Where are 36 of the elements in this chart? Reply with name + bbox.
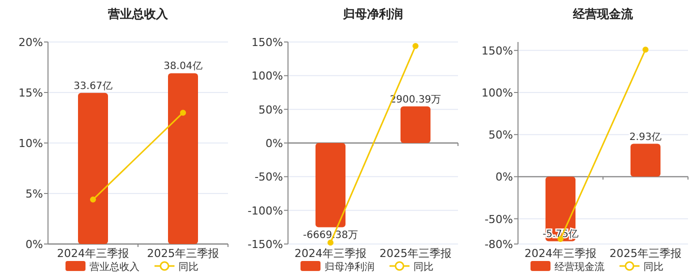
- legend-label: 同比: [414, 261, 434, 272]
- y-tick-label: -100%: [248, 204, 283, 218]
- y-tick-label: 20%: [18, 36, 43, 49]
- legend-label: 同比: [644, 261, 664, 272]
- y-tick-label: -80%: [484, 238, 513, 251]
- chart-title: 经营现金流: [572, 7, 634, 21]
- y-tick-label: 15%: [18, 86, 43, 100]
- data-label: 2.93亿: [629, 132, 662, 143]
- y-tick-label: 150%: [252, 36, 283, 49]
- legend-label: 经营现金流: [554, 261, 604, 272]
- y-tick-label: -50%: [484, 212, 513, 226]
- y-tick-label: 100%: [252, 70, 283, 83]
- data-label: 33.67亿: [74, 80, 112, 92]
- data-label: 38.04亿: [164, 61, 202, 72]
- y-tick-label: -50%: [254, 170, 283, 184]
- legend-label: 归母净利润: [324, 261, 374, 272]
- y-tick-label: 5%: [26, 188, 43, 200]
- y-tick-label: 150%: [482, 44, 513, 58]
- x-tick-label: 2024年三季报: [294, 247, 366, 260]
- legend-label: 营业总收入: [90, 261, 140, 272]
- y-tick-label: 0%: [496, 170, 513, 184]
- y-tick-label: 50%: [258, 103, 283, 116]
- x-tick-label: 2024年三季报: [57, 247, 129, 260]
- chart-title: 营业总收入: [107, 7, 169, 21]
- x-tick-label: 2024年三季报: [524, 247, 596, 260]
- x-tick-label: 2025年三季报: [147, 247, 219, 260]
- chart-title: 归母净利润: [342, 7, 403, 21]
- y-tick-label: 0%: [266, 137, 283, 150]
- y-tick-label: 0%: [26, 238, 43, 251]
- legend-label: 同比: [178, 261, 198, 272]
- y-tick-label: 10%: [18, 137, 43, 150]
- x-tick-label: 2025年三季报: [380, 247, 452, 260]
- y-tick-label: -150%: [248, 238, 283, 251]
- x-tick-label: 2025年三季报: [610, 247, 682, 260]
- y-tick-label: 100%: [482, 86, 513, 100]
- y-tick-label: 50%: [488, 128, 513, 142]
